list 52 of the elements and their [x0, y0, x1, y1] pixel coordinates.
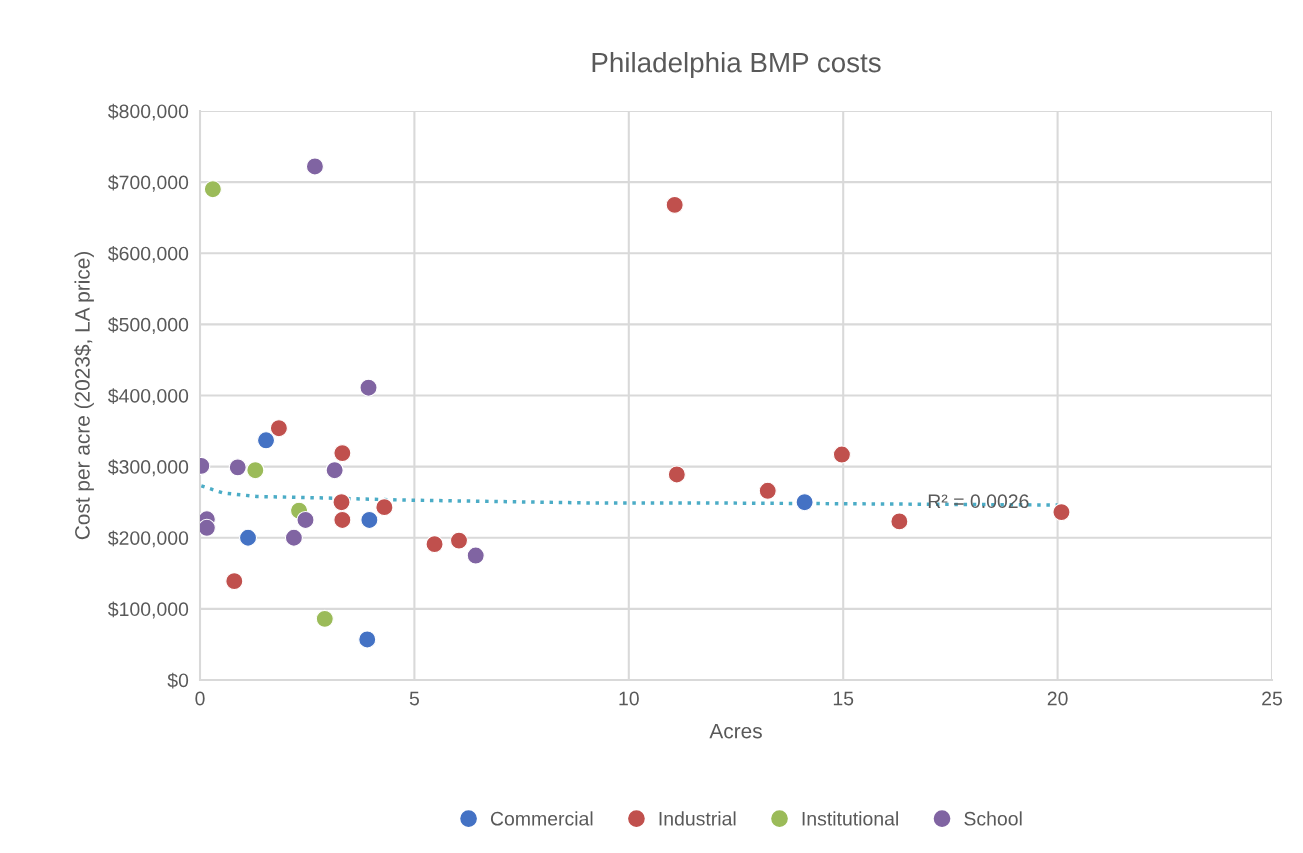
y-tick-label: $600,000: [108, 245, 189, 263]
point: [375, 498, 394, 517]
point: [890, 512, 909, 531]
point: [425, 535, 444, 554]
x-tick-label: 0: [195, 691, 205, 706]
point: [269, 419, 288, 438]
point: [832, 445, 851, 464]
point: [296, 510, 315, 530]
legend-label: School: [964, 811, 1022, 826]
legend-label: Industrial: [659, 811, 736, 826]
point: [665, 195, 684, 214]
point: [795, 493, 814, 512]
x-tick-label: 15: [833, 691, 854, 706]
x-tick-label: 5: [409, 691, 419, 706]
y-tick-label: $100,000: [108, 601, 189, 619]
y-tick-label: $500,000: [108, 317, 189, 334]
point: [246, 461, 265, 480]
x-tick-label: 20: [1047, 691, 1068, 706]
point: [360, 510, 379, 530]
annotation: R² = 0.0026: [928, 494, 1029, 509]
y-tick-label: $0: [167, 672, 189, 689]
point: [203, 180, 222, 199]
point: [758, 481, 777, 500]
point: [667, 465, 686, 484]
y-tick-label: $700,000: [108, 174, 189, 192]
point: [228, 458, 247, 477]
legend-label: Institutional: [802, 811, 898, 826]
point: [325, 461, 344, 480]
point: [359, 378, 378, 397]
x-axis-title: Acres: [709, 723, 762, 739]
point: [333, 444, 352, 463]
point: [225, 572, 244, 591]
point: [256, 431, 276, 450]
y-tick-label: $200,000: [108, 530, 189, 548]
point: [449, 531, 469, 550]
point: [315, 609, 334, 628]
point: [358, 630, 377, 649]
y-tick-label: $800,000: [108, 103, 189, 121]
y-axis-title: Cost per acre (2023$, LA price): [74, 252, 94, 540]
x-tick-label: 10: [619, 691, 639, 706]
point: [333, 510, 352, 530]
point: [238, 528, 258, 547]
point: [1052, 503, 1071, 522]
x-tick-label: 25: [1262, 691, 1282, 706]
point: [284, 528, 303, 547]
y-tick-label: $400,000: [108, 388, 189, 406]
point: [466, 546, 485, 565]
point: [305, 157, 324, 176]
point: [332, 493, 351, 512]
chart-title: Philadelphia BMP costs: [592, 51, 881, 78]
legend-label: Commercial: [490, 811, 593, 826]
y-tick-label: $300,000: [108, 459, 189, 477]
